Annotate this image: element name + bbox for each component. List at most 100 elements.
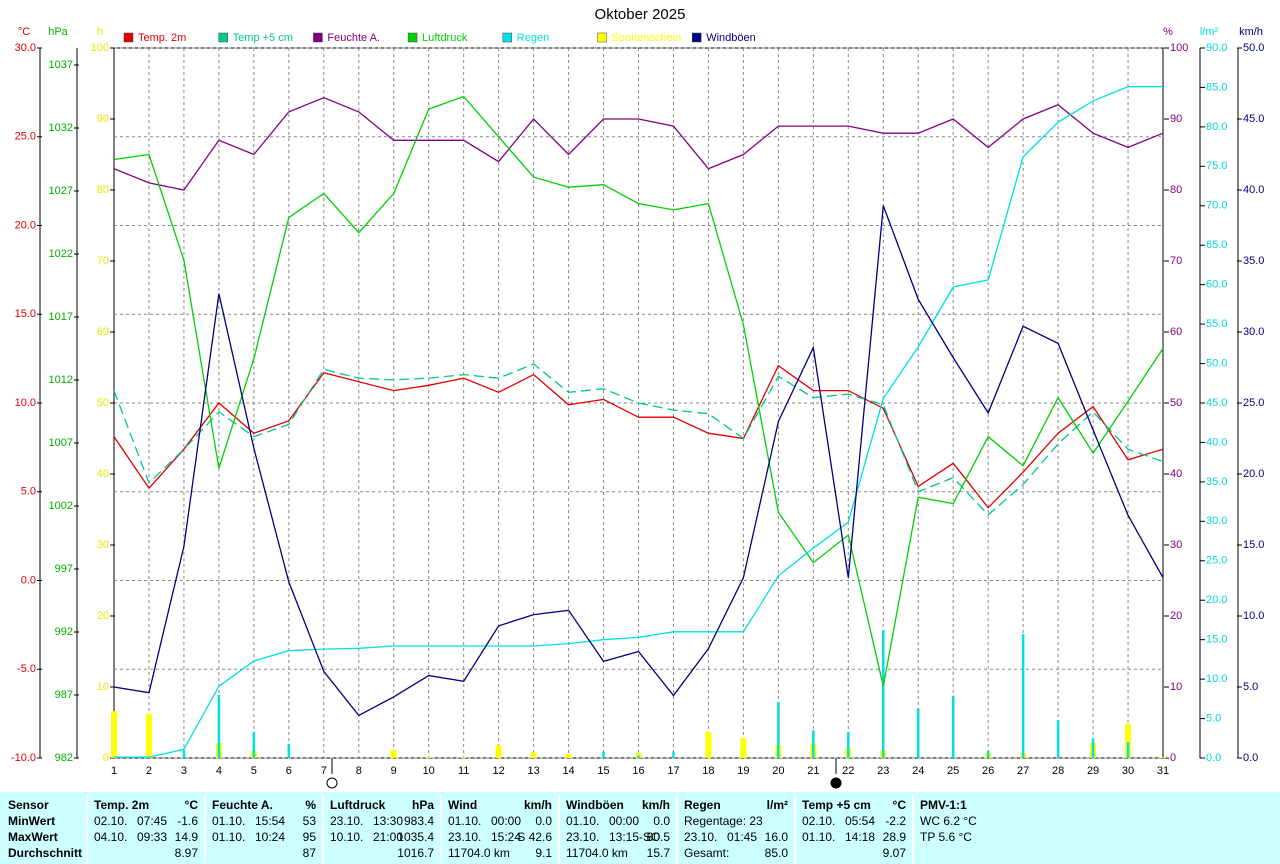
table-value: 85.0 <box>765 846 789 860</box>
x-tick-label: 9 <box>391 765 397 777</box>
x-tick-label: 10 <box>423 765 435 777</box>
y-tick-label: 20.0 <box>15 219 36 231</box>
y-tick-label: 40.0 <box>1206 436 1227 448</box>
x-tick-label: 6 <box>286 765 292 777</box>
axis-unit: km/h <box>1239 26 1263 38</box>
y-tick-label: 1032 <box>49 122 73 134</box>
x-tick-label: 8 <box>356 765 362 777</box>
table-value: 16.0 <box>765 830 789 844</box>
table-cell: 01.10. <box>802 830 835 844</box>
y-tick-label: 60 <box>97 326 109 338</box>
x-tick-label: 3 <box>181 765 187 777</box>
table-cell: 07:45 <box>137 814 167 828</box>
table-cell: 23.10. <box>566 830 599 844</box>
x-tick-label: 29 <box>1087 765 1099 777</box>
y-tick-label: 80 <box>1170 184 1182 196</box>
table-cell: 01.10. <box>448 814 481 828</box>
table-cell: 13:15-SO <box>609 830 660 844</box>
y-tick-label: 1002 <box>49 500 73 512</box>
y-tick-label: 100 <box>1170 42 1188 54</box>
x-tick-label: 13 <box>527 765 539 777</box>
y-tick-label: 992 <box>55 626 73 638</box>
series-line <box>114 86 1163 758</box>
table-header: Temp. 2m <box>94 798 149 812</box>
legend-swatch <box>218 32 228 43</box>
legend-label: Windböen <box>706 32 756 44</box>
stats-background <box>0 792 1280 864</box>
table-header: km/h <box>524 798 552 812</box>
table-cell: 10:24 <box>255 830 285 844</box>
bar <box>252 731 256 758</box>
bar <box>705 731 712 758</box>
y-tick-label: 10.0 <box>15 397 36 409</box>
table-cell: 01.10. <box>212 814 245 828</box>
bar <box>986 750 990 758</box>
series-line <box>113 205 1164 717</box>
table-cell: 00:00 <box>491 814 521 828</box>
table-cell: 14:18 <box>845 830 875 844</box>
y-tick-label: 90.0 <box>1206 42 1227 54</box>
table-cell: 11704.0 km <box>448 846 510 860</box>
axis-unit: h <box>97 26 103 38</box>
bar <box>916 708 920 758</box>
table-header: °C <box>893 798 907 812</box>
table-header: hPa <box>412 798 434 812</box>
x-tick-label: 20 <box>772 765 784 777</box>
axis-unit: hPa <box>48 26 68 38</box>
bar <box>882 630 885 758</box>
y-tick-label: 55.0 <box>1206 318 1227 330</box>
y-tick-label: 50.0 <box>1243 42 1264 54</box>
y-tick-label: 5.0 <box>1206 712 1221 724</box>
x-tick-label: 18 <box>702 765 714 777</box>
bar <box>1091 738 1095 758</box>
table-value: 28.9 <box>883 830 907 844</box>
bar <box>390 750 397 758</box>
table-header: °C <box>185 798 199 812</box>
table-cell: MaxWert <box>8 830 58 844</box>
y-tick-label: 60 <box>1170 326 1182 338</box>
y-tick-label: 20 <box>97 610 109 622</box>
x-tick-label: 25 <box>947 765 959 777</box>
y-tick-label: 1037 <box>49 59 73 71</box>
y-tick-label: 20.0 <box>1243 468 1264 480</box>
y-tick-label: 15.0 <box>1243 539 1264 551</box>
y-tick-label: 1012 <box>49 374 73 386</box>
y-tick-label: 15.0 <box>1206 634 1227 646</box>
x-tick-label: 11 <box>458 765 469 777</box>
legend-swatch <box>502 32 513 43</box>
x-tick-label: 31 <box>1157 765 1169 777</box>
y-tick-label: 70 <box>97 255 109 267</box>
y-tick-label: 0 <box>103 752 109 764</box>
bar <box>1126 742 1130 758</box>
bar <box>812 730 815 758</box>
table-cell: TP 5.6 °C <box>920 830 972 844</box>
table-cell: 01.10. <box>212 830 245 844</box>
table-cell: 01:45 <box>727 830 757 844</box>
table-header: Temp +5 cm <box>802 798 871 812</box>
bar <box>217 694 221 758</box>
table-cell: 10.10. <box>330 830 363 844</box>
x-tick-label: 14 <box>562 765 574 777</box>
table-cell: 15:54 <box>255 814 285 828</box>
legend-swatch <box>597 32 607 43</box>
table-cell: 01.10. <box>566 814 599 828</box>
x-tick-label: 4 <box>216 765 222 777</box>
y-tick-label: 50 <box>97 397 109 409</box>
bar <box>602 751 605 758</box>
new-moon <box>830 777 842 789</box>
x-tick-label: 1 <box>111 765 117 777</box>
bar <box>287 743 291 758</box>
table-header: l/m² <box>767 798 788 812</box>
table-cell: 00:00 <box>609 814 639 828</box>
table-cell: 02.10. <box>802 814 835 828</box>
table-cell: 15:24 <box>491 830 521 844</box>
bar <box>425 757 432 758</box>
y-tick-label: 45.0 <box>1206 397 1227 409</box>
bar <box>635 753 642 758</box>
table-header: Regen <box>684 798 721 812</box>
stats-table: Sensor MinWert MaxWert Durchschnitt Temp. 2m… <box>0 792 1280 864</box>
y-tick-label: 1007 <box>49 437 73 449</box>
legend-label: Feuchte A. <box>327 32 380 44</box>
bar <box>1160 757 1166 758</box>
table-value: 87 <box>303 846 317 860</box>
